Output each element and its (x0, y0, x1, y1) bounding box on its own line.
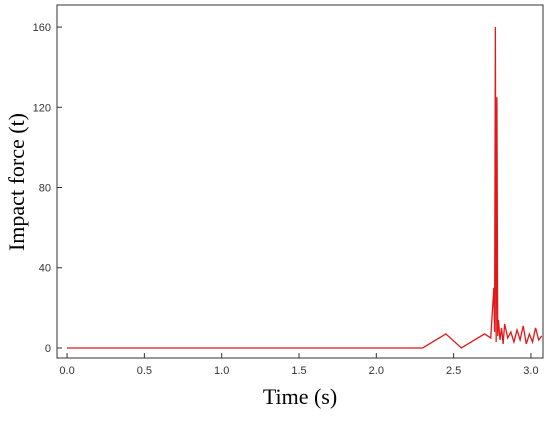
series-line (67, 27, 543, 349)
y-tick-label: 40 (39, 263, 51, 275)
x-tick-label: 0.5 (137, 365, 152, 377)
x-tick-label: 3.0 (523, 365, 538, 377)
x-tick-label: 1.5 (291, 365, 306, 377)
x-tick-label: 1.0 (214, 365, 229, 377)
x-tick-label: 2.5 (446, 365, 461, 377)
y-tick-label: 80 (39, 183, 51, 195)
plot-frame (56, 4, 544, 359)
y-axis-title: Impact force (t) (4, 113, 29, 251)
y-tick-label: 120 (33, 102, 51, 114)
y-tick-label: 0 (45, 343, 51, 355)
x-axis-title: Time (s) (263, 384, 337, 409)
x-tick-label: 0.0 (59, 365, 74, 377)
x-tick-label: 2.0 (369, 365, 384, 377)
y-tick-label: 160 (33, 22, 51, 34)
